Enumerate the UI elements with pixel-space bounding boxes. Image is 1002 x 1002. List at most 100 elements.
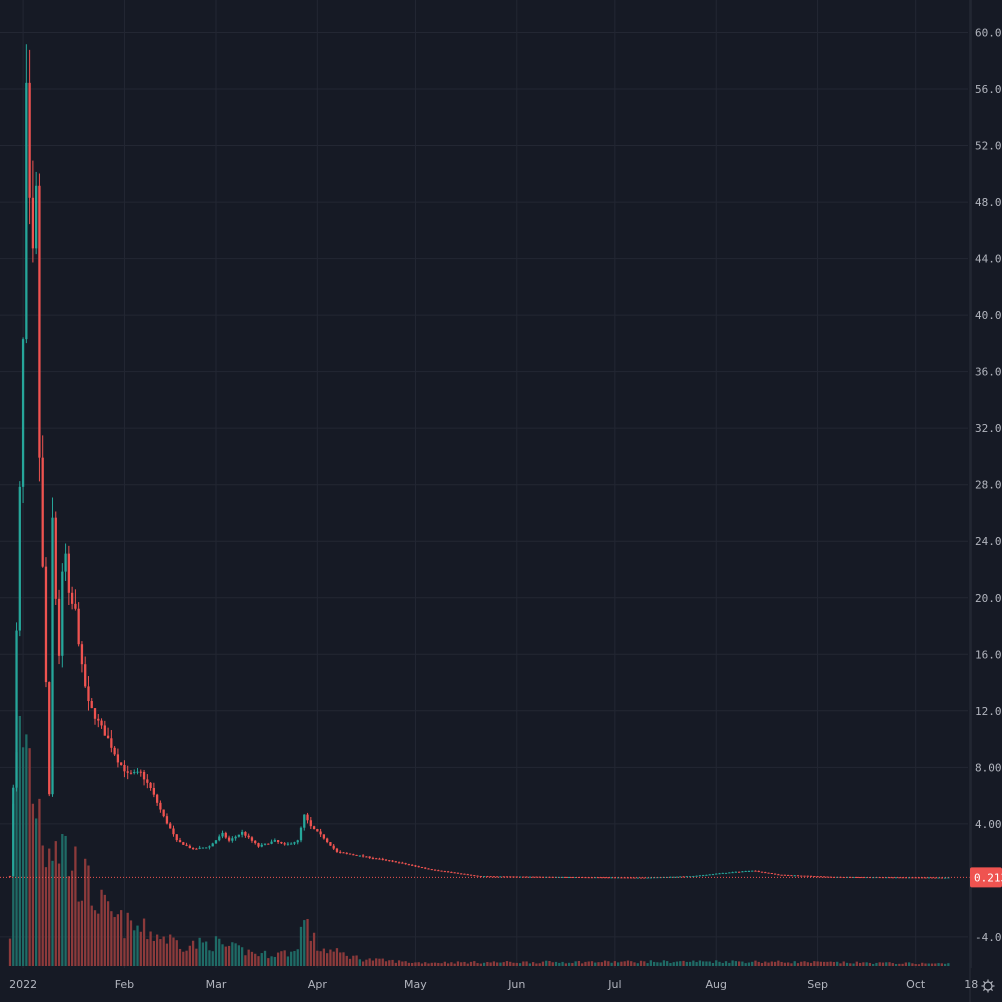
candle[interactable] — [155, 793, 159, 806]
candle[interactable] — [479, 875, 482, 878]
candle[interactable] — [682, 876, 685, 878]
candle[interactable] — [280, 841, 283, 845]
candle[interactable] — [80, 641, 84, 673]
candle[interactable] — [424, 867, 427, 870]
candle[interactable] — [263, 843, 267, 846]
candle[interactable] — [597, 877, 600, 879]
candle[interactable] — [930, 877, 934, 879]
candle[interactable] — [901, 877, 904, 879]
candle[interactable] — [172, 825, 175, 837]
candle[interactable] — [891, 877, 894, 879]
candle[interactable] — [391, 860, 394, 863]
candle[interactable] — [309, 816, 312, 829]
candle[interactable] — [528, 876, 532, 878]
candle[interactable] — [473, 875, 476, 877]
candle[interactable] — [237, 834, 241, 838]
candle[interactable] — [613, 877, 617, 879]
candle[interactable] — [672, 876, 675, 878]
candle[interactable] — [90, 698, 93, 709]
candle[interactable] — [25, 44, 28, 344]
candle[interactable] — [8, 875, 12, 878]
candle[interactable] — [116, 748, 120, 768]
candle[interactable] — [433, 869, 437, 871]
candle[interactable] — [571, 876, 574, 879]
candle[interactable] — [535, 876, 538, 878]
candle[interactable] — [273, 838, 276, 843]
candle[interactable] — [921, 877, 924, 879]
candle[interactable] — [764, 871, 767, 874]
candle[interactable] — [165, 813, 169, 825]
candle[interactable] — [123, 760, 126, 778]
candle[interactable] — [505, 876, 509, 878]
candle[interactable] — [868, 876, 872, 879]
candle[interactable] — [600, 877, 603, 879]
price-axis[interactable]: 60.0000 56.0000 52.0000 48.0000 44.0000 40.00… — [975, 27, 1002, 944]
candle[interactable] — [152, 782, 156, 798]
candle[interactable] — [247, 833, 250, 839]
candle[interactable] — [767, 872, 770, 874]
candle[interactable] — [48, 681, 51, 797]
candle[interactable] — [760, 871, 764, 873]
candle[interactable] — [417, 865, 420, 868]
candle[interactable] — [420, 866, 424, 869]
candle[interactable] — [84, 656, 87, 689]
candle[interactable] — [120, 762, 123, 766]
candle[interactable] — [734, 871, 738, 873]
candle[interactable] — [227, 835, 231, 843]
candle[interactable] — [401, 861, 404, 864]
candle[interactable] — [67, 545, 70, 606]
candle[interactable] — [865, 876, 868, 879]
candle[interactable] — [888, 877, 891, 879]
candle[interactable] — [28, 49, 31, 225]
time-axis[interactable]: 2022 Feb Mar Apr May Jun Jul Aug Sep Oct 18 — [9, 978, 978, 991]
candle[interactable] — [257, 842, 260, 848]
candle[interactable] — [450, 871, 453, 873]
candle[interactable] — [531, 876, 535, 878]
candle[interactable] — [806, 875, 809, 877]
candle[interactable] — [453, 872, 456, 874]
candle[interactable] — [394, 860, 397, 863]
candle[interactable] — [787, 874, 790, 876]
candle[interactable] — [518, 876, 522, 878]
candle[interactable] — [777, 873, 780, 876]
candle[interactable] — [492, 876, 496, 878]
candle[interactable] — [208, 845, 211, 850]
candle[interactable] — [460, 873, 463, 875]
candle[interactable] — [381, 857, 384, 861]
candle[interactable] — [564, 876, 567, 878]
gear-icon[interactable] — [981, 979, 995, 993]
candle[interactable] — [283, 842, 286, 846]
candle[interactable] — [51, 497, 54, 797]
candle[interactable] — [31, 160, 35, 263]
candle[interactable] — [790, 875, 793, 877]
candle[interactable] — [711, 873, 715, 876]
candle[interactable] — [669, 876, 672, 878]
candle[interactable] — [411, 864, 414, 866]
candle[interactable] — [796, 875, 800, 877]
candle[interactable] — [440, 870, 443, 872]
candle[interactable] — [38, 173, 41, 482]
candle[interactable] — [57, 589, 61, 665]
candle[interactable] — [688, 876, 692, 878]
candle[interactable] — [898, 877, 901, 879]
candle[interactable] — [499, 876, 502, 878]
candle[interactable] — [159, 800, 162, 813]
candle[interactable] — [290, 842, 293, 845]
candle[interactable] — [97, 714, 100, 728]
candle[interactable] — [306, 812, 309, 824]
candle[interactable] — [741, 871, 744, 873]
candle[interactable] — [352, 853, 355, 856]
candle[interactable] — [267, 843, 270, 845]
candle[interactable] — [894, 877, 898, 879]
candle[interactable] — [345, 852, 348, 855]
candle[interactable] — [142, 769, 146, 786]
candle[interactable] — [254, 840, 257, 845]
candle[interactable] — [296, 839, 299, 845]
candle[interactable] — [826, 876, 829, 878]
candle[interactable] — [783, 874, 787, 876]
candle[interactable] — [800, 875, 803, 877]
candle[interactable] — [437, 869, 440, 872]
candle[interactable] — [862, 876, 865, 879]
candle[interactable] — [162, 809, 165, 818]
